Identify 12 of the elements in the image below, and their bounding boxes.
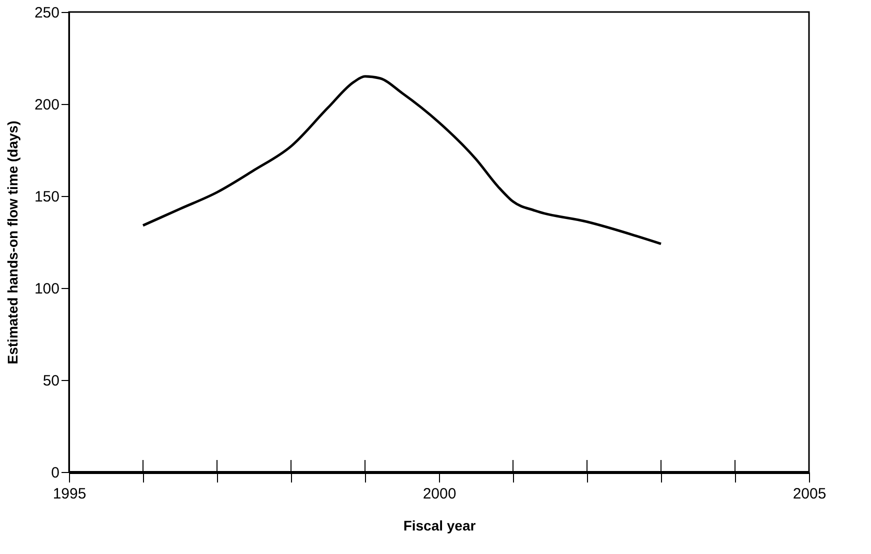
y-axis-title: Estimated hands-on flow time (days): [4, 120, 20, 364]
x-tick-label: 2000: [422, 486, 456, 502]
y-tick-label: 200: [34, 96, 60, 114]
y-tick-label: 150: [34, 188, 60, 206]
y-tick-label: 250: [34, 4, 60, 22]
y-tick-label: 100: [34, 280, 60, 298]
x-tick-label: 2005: [792, 486, 826, 502]
y-tick-label: 50: [42, 372, 60, 390]
x-tick-label: 1995: [52, 486, 86, 502]
y-tick-label: 0: [51, 464, 60, 482]
line-series: [142, 75, 662, 246]
x-axis-title: Fiscal year: [403, 518, 476, 534]
